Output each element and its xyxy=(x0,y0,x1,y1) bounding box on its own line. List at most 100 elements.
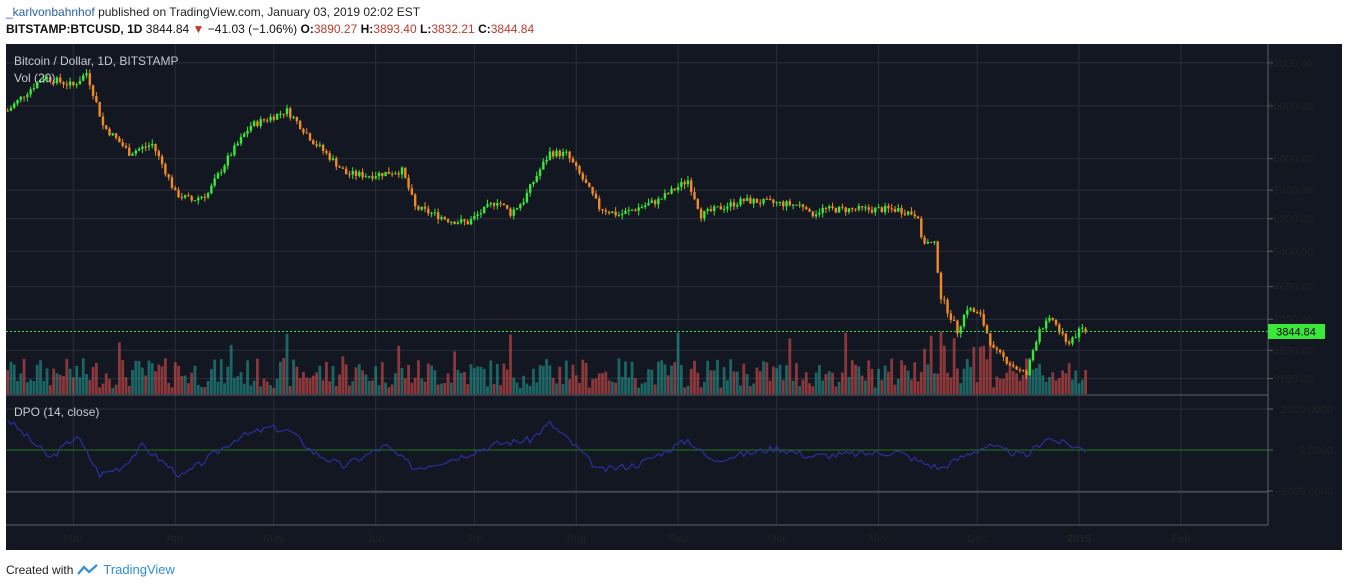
time-tick-label: Dec xyxy=(967,533,987,545)
volume-bar xyxy=(88,380,92,394)
volume-bar xyxy=(982,345,986,394)
candle-body xyxy=(154,143,157,152)
candle-body xyxy=(923,237,926,244)
volume-bar xyxy=(946,372,949,394)
candle-body xyxy=(364,176,368,178)
tradingview-brand[interactable]: TradingView xyxy=(103,562,175,577)
price-tick-label: 7000.00 xyxy=(1273,185,1313,197)
volume-bar xyxy=(564,360,568,394)
price-tick-label: 5400.00 xyxy=(1273,246,1313,258)
candle-body xyxy=(975,312,979,314)
time-tick-label: Apr xyxy=(167,533,184,545)
candle-body xyxy=(844,207,847,213)
last-price-badge-box xyxy=(1268,323,1325,339)
candle-body xyxy=(351,170,354,175)
volume-bar xyxy=(173,362,177,394)
candle-body xyxy=(893,209,897,212)
candlestick-series xyxy=(6,69,1087,380)
volume-bar xyxy=(288,386,292,394)
candle-body xyxy=(223,165,226,173)
volume-bar xyxy=(758,371,762,394)
dpo-line xyxy=(7,420,1087,479)
candle-body xyxy=(808,209,811,212)
volume-bar xyxy=(660,360,664,394)
volume-bar xyxy=(538,365,542,394)
volume-bar xyxy=(979,346,982,394)
volume-bar xyxy=(1084,370,1088,394)
volume-bar xyxy=(308,378,312,394)
candle-body xyxy=(588,183,591,187)
volume-bar xyxy=(620,376,624,394)
candle-body xyxy=(1048,318,1051,321)
candle-body xyxy=(933,241,936,243)
candle-body xyxy=(305,132,308,134)
candle-body xyxy=(381,173,384,177)
volume-bar xyxy=(1067,363,1071,394)
volume-bar xyxy=(1005,372,1009,394)
volume-bar xyxy=(167,382,171,394)
volume-bar xyxy=(377,385,381,394)
candle-body xyxy=(450,221,453,223)
candle-body xyxy=(1064,333,1068,342)
volume-bar xyxy=(426,363,430,394)
candle-body xyxy=(13,103,16,108)
dpo-tick-label: −2000.0000 xyxy=(1275,486,1333,498)
dpo-tick-label: 2000.0000 xyxy=(1281,404,1333,416)
candle-body xyxy=(1038,329,1041,342)
volume-bar xyxy=(594,378,598,394)
volume-bar xyxy=(834,386,838,394)
author-link[interactable]: _karlvonbahnhof xyxy=(6,5,95,19)
volume-bar xyxy=(666,375,670,394)
volume-bar xyxy=(870,368,874,394)
candle-body xyxy=(696,199,699,209)
price-axis: 12000.00 10000.00 8000.00 7000.00 6200.00 540… xyxy=(1267,58,1313,386)
volume-bar xyxy=(341,356,345,394)
footer: Created with TradingView xyxy=(6,562,175,577)
volume-bar xyxy=(824,373,828,394)
volume-bar xyxy=(334,385,338,394)
candle-body xyxy=(936,241,939,273)
volume-bar xyxy=(601,373,604,394)
volume-bar xyxy=(104,373,108,394)
candle-body xyxy=(939,272,943,300)
candle-body xyxy=(190,196,193,201)
volume-bar xyxy=(242,383,246,394)
open-value: 3890.27 xyxy=(313,22,358,36)
volume-bar xyxy=(1054,380,1058,394)
candle-body xyxy=(663,193,667,199)
candle-body xyxy=(584,179,588,184)
candle-body xyxy=(686,180,690,185)
candle-body xyxy=(272,116,276,120)
volume-bar xyxy=(712,370,716,394)
volume-bar xyxy=(229,344,233,394)
volume-bar xyxy=(354,367,358,394)
volume-bar xyxy=(643,382,647,394)
candle-body xyxy=(847,208,851,213)
candle-body xyxy=(601,209,604,211)
candle-body xyxy=(617,215,621,217)
candle-body xyxy=(542,161,545,170)
candle-body xyxy=(887,205,890,209)
candle-body xyxy=(670,188,673,194)
candle-body xyxy=(713,206,716,211)
candle-body xyxy=(407,177,410,189)
volume-bar xyxy=(867,360,871,394)
candle-body xyxy=(147,145,151,147)
volume-bar xyxy=(555,383,558,394)
volume-bar xyxy=(344,364,348,394)
candle-body xyxy=(985,325,989,334)
candle-body xyxy=(742,198,746,201)
candle-body xyxy=(105,125,108,129)
tradingview-logo-icon xyxy=(77,563,99,575)
volume-bar xyxy=(502,363,506,394)
candle-body xyxy=(1074,337,1077,339)
candle-body xyxy=(834,207,838,213)
candle-body xyxy=(492,203,496,206)
volume-bar xyxy=(183,375,187,394)
candle-body xyxy=(581,173,584,180)
volume-bar xyxy=(656,361,660,394)
volume-bar xyxy=(216,381,220,394)
volume-bar xyxy=(259,386,263,394)
candle-body xyxy=(298,121,302,130)
